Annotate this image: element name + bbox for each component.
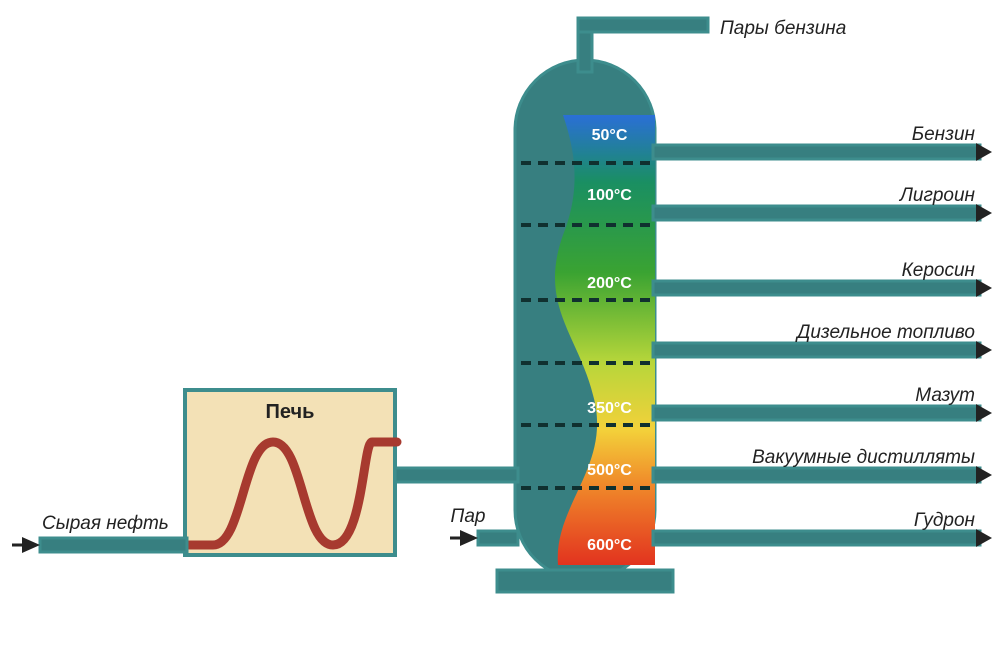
fraction-label: Лигроин (898, 185, 976, 206)
arrow-icon (450, 530, 478, 546)
crude-pipe (40, 538, 187, 552)
fraction-pipe (653, 468, 980, 482)
arrow-icon (976, 466, 992, 484)
fraction-label: Дизельное топливо (795, 322, 975, 343)
fraction-pipe (653, 406, 980, 420)
steam-label: Пар (451, 506, 486, 527)
fraction-pipe (653, 281, 980, 295)
temp-label: 600°C (587, 537, 632, 554)
arrow-icon (976, 143, 992, 161)
vapor-label: Пары бензина (720, 18, 846, 39)
fraction-pipe (653, 343, 980, 357)
steam-inlet: Пар (450, 506, 518, 546)
fraction-label: Гудрон (914, 510, 976, 531)
crude-oil-inlet: Сырая нефть (12, 513, 187, 553)
fraction-label: Мазут (915, 385, 975, 406)
temp-label: 500°C (587, 462, 632, 479)
fraction-pipe (653, 206, 980, 220)
arrow-icon (976, 204, 992, 222)
furnace-label: Печь (266, 401, 315, 423)
fraction-outputs: Бензин Лигроин Керосин Дизельное топливо Маз… (653, 124, 992, 547)
feed-pipe (395, 468, 518, 482)
fraction-pipe (653, 145, 980, 159)
furnace: Печь (182, 390, 397, 555)
temp-label: 50°C (592, 127, 628, 144)
temp-label: 100°C (587, 187, 632, 204)
crude-label: Сырая нефть (42, 513, 169, 534)
fraction-label: Вакуумные дистилляты (752, 447, 975, 468)
temp-label: 350°C (587, 400, 632, 417)
arrow-icon (12, 537, 40, 553)
furnace-to-column-pipe (395, 468, 518, 482)
fraction-label: Бензин (912, 124, 976, 145)
arrow-icon (976, 341, 992, 359)
column-base (497, 570, 673, 592)
arrow-icon (976, 279, 992, 297)
fraction-label: Керосин (902, 260, 976, 281)
arrow-icon (976, 404, 992, 422)
fraction-pipe (653, 531, 980, 545)
arrow-icon (976, 529, 992, 547)
temp-label: 200°C (587, 275, 632, 292)
steam-pipe (478, 531, 518, 545)
